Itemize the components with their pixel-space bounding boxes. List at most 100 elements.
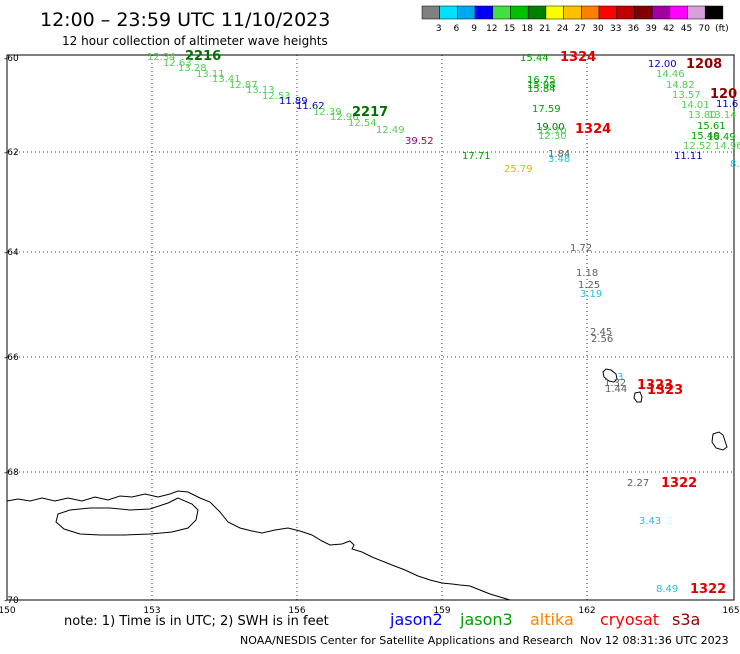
map-subtitle: 12 hour collection of altimeter wave hei… bbox=[62, 34, 328, 48]
wave-height-label: 25.79 bbox=[504, 164, 533, 175]
pass-time-label: 1324 bbox=[560, 50, 596, 65]
footer-note: note: 1) Time is in UTC; 2) SWH is in fe… bbox=[64, 614, 329, 629]
color-scale-label: 30 bbox=[592, 24, 604, 34]
color-scale-label: 15 bbox=[504, 24, 515, 34]
wave-height-observations: 12.34 221612.6313.2813.1113.4112.8713.131… bbox=[147, 49, 740, 597]
wave-height-label: 13.14 bbox=[708, 110, 737, 121]
color-swatch bbox=[439, 5, 458, 20]
pass-time-label: 1323 bbox=[647, 383, 683, 398]
island-1 bbox=[602, 368, 618, 383]
color-swatch bbox=[598, 5, 617, 20]
color-swatch bbox=[421, 5, 440, 20]
wave-height-label: 12.70 bbox=[538, 126, 567, 137]
longitude-label: 159 bbox=[433, 606, 450, 616]
color-swatch bbox=[616, 5, 635, 20]
color-swatch bbox=[581, 5, 600, 20]
graticule bbox=[7, 55, 734, 600]
longitude-label: 162 bbox=[578, 606, 595, 616]
color-scale-label: 42 bbox=[663, 24, 674, 34]
wave-height-label: 11.6 bbox=[716, 99, 738, 110]
wave-height-label: 1.44 bbox=[605, 384, 627, 395]
island-3 bbox=[711, 431, 728, 451]
color-swatch bbox=[457, 5, 476, 20]
wave-height-label: 17.71 bbox=[462, 151, 491, 162]
mission-jason3: jason3 bbox=[459, 610, 513, 629]
color-scale-label: 27 bbox=[575, 24, 586, 34]
color-scale-label: 9 bbox=[471, 24, 477, 34]
color-scale-legend: 3 6 9 12 15 18 21 24 27 30 33 36 39 42 45 70 (ft) bbox=[421, 5, 729, 34]
mission-legend: jason2 jason3 altika cryosat s3a bbox=[389, 610, 700, 629]
wave-height-label: 13.57 bbox=[672, 90, 701, 101]
latitude-label: -68 bbox=[4, 468, 19, 478]
wave-height-label: 14.01 bbox=[681, 100, 710, 111]
wave-height-label: 12.30 bbox=[538, 131, 567, 142]
wave-height-label: 15.84 bbox=[527, 84, 556, 95]
wave-height-label: 8.49 bbox=[656, 584, 678, 595]
wave-height-label: 15.49 bbox=[691, 131, 720, 142]
wave-height-label: 17.59 bbox=[532, 104, 561, 115]
mission-cryosat: cryosat bbox=[600, 610, 659, 629]
footer-credit: NOAA/NESDIS Center for Satellite Applica… bbox=[240, 634, 573, 647]
pass-time-label: 120 bbox=[710, 87, 737, 102]
wave-height-label: 14.46 bbox=[656, 69, 685, 80]
pass-time-label: 2217 bbox=[352, 105, 388, 120]
pass-time-label: 2216 bbox=[185, 49, 221, 64]
color-swatch bbox=[474, 5, 494, 20]
color-scale-label: 3 bbox=[436, 24, 442, 34]
plot-frame bbox=[6, 54, 735, 601]
wave-height-label: 11.11 bbox=[674, 151, 703, 162]
wave-height-label: 2.56 bbox=[591, 334, 613, 345]
wave-height-label: 15.61 bbox=[697, 121, 726, 132]
map-title: 12:00 – 23:59 UTC 11/10/2023 bbox=[40, 9, 330, 31]
color-scale-label: 33 bbox=[610, 24, 621, 34]
wave-height-label: 12.49 bbox=[376, 125, 405, 136]
longitude-label: 153 bbox=[143, 606, 160, 616]
color-swatch bbox=[634, 5, 653, 20]
longitude-label: 165 bbox=[722, 606, 739, 616]
latitude-label: -70 bbox=[4, 596, 19, 606]
color-scale-label: 36 bbox=[628, 24, 640, 34]
wave-height-label: 12.39 bbox=[313, 107, 342, 118]
wave-height-label: 16.49 bbox=[707, 132, 736, 143]
color-swatch bbox=[545, 5, 564, 20]
coastal-peninsula bbox=[55, 497, 199, 536]
latitude-label: -64 bbox=[4, 248, 19, 258]
wave-height-label: 3.48 bbox=[548, 154, 570, 165]
wave-height-label: 2.27 bbox=[627, 478, 649, 489]
wave-height-label: 11.89 bbox=[279, 96, 308, 107]
color-scale-label: 12 bbox=[486, 24, 497, 34]
color-scale-label: 70 bbox=[698, 24, 710, 34]
color-scale-label: 6 bbox=[454, 24, 460, 34]
wave-height-label: 12.87 bbox=[229, 80, 258, 91]
pass-time-label: 1324 bbox=[575, 122, 611, 137]
longitude-label: 150 bbox=[0, 606, 16, 616]
island-2 bbox=[633, 391, 643, 403]
wave-height-label: 12.52 bbox=[683, 141, 712, 152]
latitude-label: -66 bbox=[4, 353, 19, 363]
wave-height-label: 13.13 bbox=[246, 85, 275, 96]
wave-height-label: 39.52 bbox=[405, 136, 434, 147]
wave-height-label: 12.53 bbox=[262, 91, 291, 102]
wave-height-label: 3.43 bbox=[639, 516, 661, 527]
color-swatch bbox=[527, 5, 547, 20]
latitude-label: -60 bbox=[4, 54, 19, 64]
color-swatch bbox=[510, 5, 529, 20]
color-swatch bbox=[492, 5, 511, 20]
wave-height-label: 2.45 bbox=[590, 327, 612, 338]
color-scale-label: 24 bbox=[557, 24, 569, 34]
wave-height-label: 1.72 bbox=[570, 243, 592, 254]
wave-height-label: 12.63 bbox=[163, 58, 192, 69]
wave-height-label: 12.34 bbox=[147, 52, 176, 63]
color-swatch bbox=[669, 5, 688, 20]
color-swatch bbox=[687, 5, 706, 20]
wave-height-label: 13.11 bbox=[196, 69, 225, 80]
color-swatch bbox=[563, 5, 582, 20]
wave-height-label: 12.54 bbox=[348, 118, 377, 129]
coastline bbox=[6, 368, 728, 601]
wave-height-label: 1.84 bbox=[548, 149, 570, 160]
latitude-label: -62 bbox=[4, 148, 19, 158]
mission-jason2: jason2 bbox=[389, 610, 443, 629]
color-scale-label: 21 bbox=[539, 24, 550, 34]
wave-height-label: 13.28 bbox=[178, 63, 207, 74]
